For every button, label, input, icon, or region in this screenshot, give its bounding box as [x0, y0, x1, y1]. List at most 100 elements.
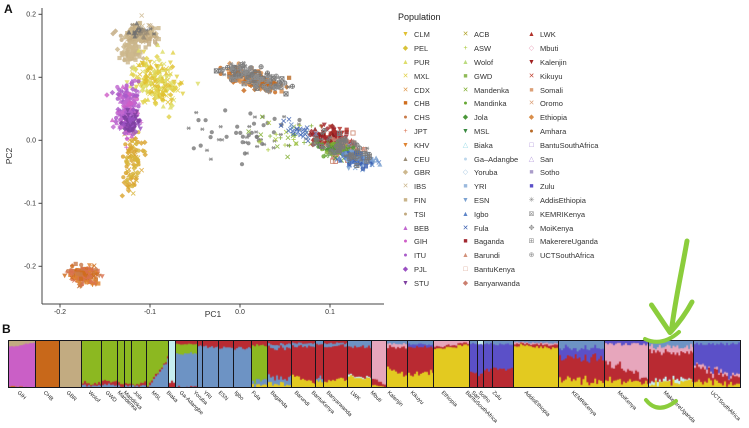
admixture-column-BantuSouthAfrica [470, 341, 479, 387]
legend-entry: ✕ Kikuyu [525, 69, 598, 83]
legend-marker-icon: + [463, 45, 468, 53]
legend-entry-label: Jola [474, 113, 488, 123]
legend-entry: ■ Somali [525, 83, 598, 97]
legend-marker-icon: ✕ [402, 72, 409, 80]
legend-marker-icon: ✕ [402, 183, 409, 191]
legend-entry-label: TSI [414, 209, 426, 219]
admixture-label: Barundi [292, 390, 311, 408]
legend-entry-label: AddisEthiopia [540, 195, 586, 205]
admixture-label: Wolof [86, 390, 101, 405]
legend-marker-icon: ✕ [402, 86, 409, 94]
admixture-label: Mbuti [368, 390, 383, 404]
legend-entry: ◆ PJL [399, 263, 430, 277]
legend-entry: ▲ Barundi [459, 249, 520, 263]
admixture-column-Jola [132, 341, 147, 387]
legend-entry: ● Ga–Adangbe [459, 152, 520, 166]
legend-entry: + ASW [459, 42, 520, 56]
legend-marker-icon: ▼ [402, 141, 409, 149]
legend-marker-icon: □ [463, 265, 468, 273]
admixture-column-Fula [252, 341, 268, 387]
legend-entry: ✕ ACB [459, 28, 520, 42]
legend-marker-icon: ◆ [462, 114, 469, 122]
legend-column-3: ▲ LWK ◇ Mbuti ▼ Kalenjin ✕ Kikuyu ■ Somali ✕ Oromo ◆… [525, 28, 598, 263]
legend-entry: ◇ Yoruba [459, 166, 520, 180]
legend-marker-icon: ▲ [402, 58, 409, 66]
admixture-label: AddisEthiopia [522, 390, 551, 419]
admixture-column-Ethiopia [433, 341, 471, 387]
pca-axes [41, 8, 384, 305]
admixture-label: LWK [348, 390, 362, 403]
legend-marker-icon: ◆ [462, 279, 469, 287]
legend-entry: ■ GWD [459, 69, 520, 83]
legend-entry: ✕ Fula [459, 221, 520, 235]
legend-marker-icon: ■ [529, 86, 534, 94]
legend-column-1: ▼ CLM ◆ PEL ▲ PUR ✕ MXL ✕ CDX ■ CHB ● CHS + JPT ▼ KHV ▲ CEU… [399, 28, 430, 290]
legend-entry: ◆ Banyarwanda [459, 276, 520, 290]
admixture-column-Kalenjin [386, 341, 408, 387]
legend-entry: ✕ Mandenka [459, 83, 520, 97]
legend-entry: ✕ CDX [399, 83, 430, 97]
legend-entry-label: Banyarwanda [474, 278, 520, 288]
y-tick-label: 0.0 [26, 138, 36, 145]
legend-entry: ● TSI [399, 207, 430, 221]
legend-entry: □ BantuKenya [459, 263, 520, 277]
legend-marker-icon: ✕ [528, 72, 535, 80]
admixture-column-San [478, 341, 485, 387]
admixture-column-GWD [102, 341, 119, 387]
legend-marker-icon: ▼ [402, 279, 409, 287]
admixture-column-BantuKenya [315, 341, 325, 387]
legend-marker-icon: ▲ [402, 155, 409, 163]
legend-entry-label: ITU [414, 251, 427, 261]
legend-marker-icon: ▼ [462, 196, 469, 204]
legend-entry: ✕ IBS [399, 180, 430, 194]
admixture-label: ESN [216, 390, 230, 403]
legend-marker-icon: ▼ [402, 31, 409, 39]
legend-entry-label: GWD [474, 71, 493, 81]
legend-entry-label: YRI [474, 182, 487, 192]
x-tick-label: -0.2 [54, 309, 66, 316]
pca-legend: Population ▼ CLM ◆ PEL ▲ PUR ✕ MXL ✕ CDX ■ CHB ● CHS +… [396, 12, 746, 288]
legend-entry-label: MXL [414, 71, 430, 81]
legend-entry: ▼ KHV [399, 138, 430, 152]
admixture-label: CHB [41, 390, 54, 403]
green-arrow-icon [643, 238, 695, 344]
legend-marker-icon: ✕ [462, 31, 469, 39]
x-tick-label: -0.1 [144, 309, 156, 316]
legend-entry-label: MSL [474, 126, 490, 136]
panel-a-letter: A [4, 2, 13, 16]
admixture-label: Kikuyu [408, 390, 425, 406]
legend-entry-label: FIN [414, 195, 427, 205]
admixture-label: MakerereUganda [661, 390, 696, 425]
legend-entry-label: Oromo [540, 99, 563, 109]
admixture-column-Biaka [168, 341, 176, 387]
admixture-label: Kalenjin [385, 390, 404, 409]
legend-entry: ● ITU [399, 249, 430, 263]
legend-entry-label: KHV [414, 140, 430, 150]
admixture-column-Mandinka [125, 341, 133, 387]
admixture-column-Ga-Adangbe [175, 341, 198, 387]
legend-marker-icon: ⊠ [528, 210, 535, 218]
legend-entry: ▲ BEB [399, 221, 430, 235]
legend-entry-label: CHB [414, 99, 430, 109]
legend-entry-label: Biaka [474, 140, 493, 150]
admixture-column-Baganda [267, 341, 292, 387]
legend-entry: ▲ PUR [399, 56, 430, 70]
legend-entry-label: Fula [474, 223, 489, 233]
admixture-column-CHB [35, 341, 60, 387]
legend-entry: ● Mandinka [459, 97, 520, 111]
legend-entry: + JPT [399, 125, 430, 139]
admixture-label: UCTSouthAfrica [708, 390, 741, 423]
legend-entry-label: Zulu [540, 182, 555, 192]
panel-b-letter: B [2, 322, 11, 336]
legend-marker-icon: ■ [463, 72, 468, 80]
legend-entry: ▲ LWK [525, 28, 598, 42]
legend-entry-label: CLM [414, 30, 430, 40]
legend-marker-icon: ◆ [402, 265, 409, 273]
legend-entry: ▼ MSL [459, 125, 520, 139]
legend-entry: ▲ Igbo [459, 207, 520, 221]
legend-marker-icon: + [403, 127, 408, 135]
admixture-label: Zulu [490, 390, 503, 402]
admixture-column-Zulu [493, 341, 514, 387]
legend-marker-icon: ▲ [528, 31, 535, 39]
